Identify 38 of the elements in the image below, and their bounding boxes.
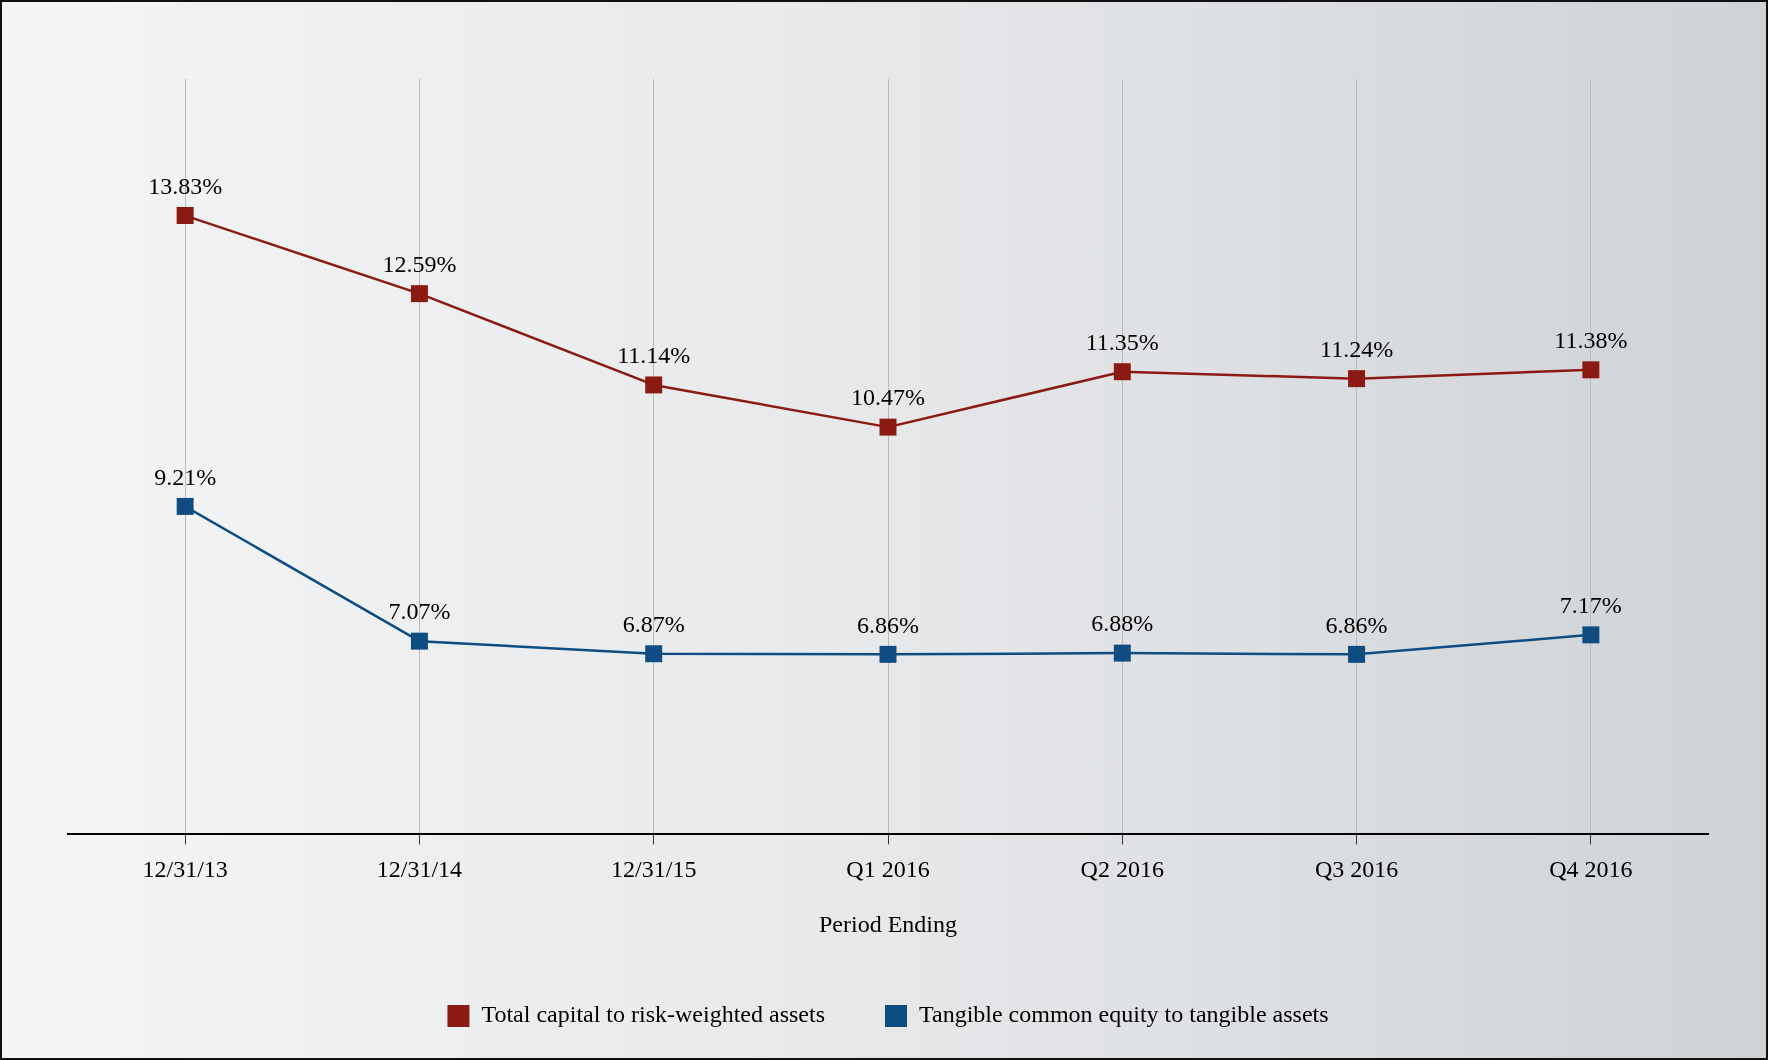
point xyxy=(645,376,663,394)
data-label: 11.35% xyxy=(1085,329,1159,356)
data-label: 6.86% xyxy=(857,611,919,638)
data-label: 13.83% xyxy=(148,172,223,199)
data-label: 10.47% xyxy=(851,384,925,411)
data-label: 11.14% xyxy=(617,342,691,369)
data-label: 7.07% xyxy=(388,598,451,625)
x-tick-label: Q2 2016 xyxy=(1080,856,1164,883)
x-tick-label: 12/31/14 xyxy=(376,856,463,883)
data-label: 12.59% xyxy=(382,250,457,277)
point xyxy=(879,418,897,436)
point xyxy=(1582,361,1600,379)
point xyxy=(879,645,897,663)
point xyxy=(1348,645,1366,663)
legend-label: Total capital to risk-weighted assets xyxy=(481,1001,825,1028)
point xyxy=(1582,626,1600,644)
data-label: 11.38% xyxy=(1554,327,1628,354)
x-tick-label: Q3 2016 xyxy=(1314,856,1399,883)
x-axis-title: Period Ending xyxy=(819,910,957,937)
point xyxy=(176,207,194,225)
legend-label: Tangible common equity to tangible assets xyxy=(918,1001,1329,1028)
point xyxy=(1348,370,1366,388)
data-label: 6.86% xyxy=(1325,611,1388,638)
data-label: 6.87% xyxy=(622,611,685,638)
point xyxy=(1113,363,1131,381)
x-tick-label: Q1 2016 xyxy=(846,856,930,883)
point xyxy=(176,497,194,515)
point xyxy=(410,285,428,303)
point xyxy=(1113,644,1131,662)
data-label: 9.21% xyxy=(154,463,217,490)
x-tick-label: 12/31/13 xyxy=(142,856,228,883)
x-tick-label: 12/31/15 xyxy=(611,856,697,883)
data-label: 6.88% xyxy=(1091,610,1154,637)
x-tick-label: Q4 2016 xyxy=(1549,856,1633,883)
data-label: 11.24% xyxy=(1320,335,1394,362)
data-label: 7.17% xyxy=(1559,592,1622,619)
point xyxy=(410,632,428,650)
point xyxy=(645,645,663,663)
